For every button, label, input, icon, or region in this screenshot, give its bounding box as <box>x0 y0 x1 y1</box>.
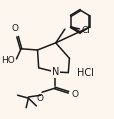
Text: HCl: HCl <box>76 68 93 78</box>
Text: HO: HO <box>2 56 15 65</box>
Text: O: O <box>71 89 78 99</box>
Text: Cl: Cl <box>80 26 89 35</box>
Text: O: O <box>12 24 19 33</box>
Text: O: O <box>37 94 44 103</box>
Text: N: N <box>51 67 58 77</box>
